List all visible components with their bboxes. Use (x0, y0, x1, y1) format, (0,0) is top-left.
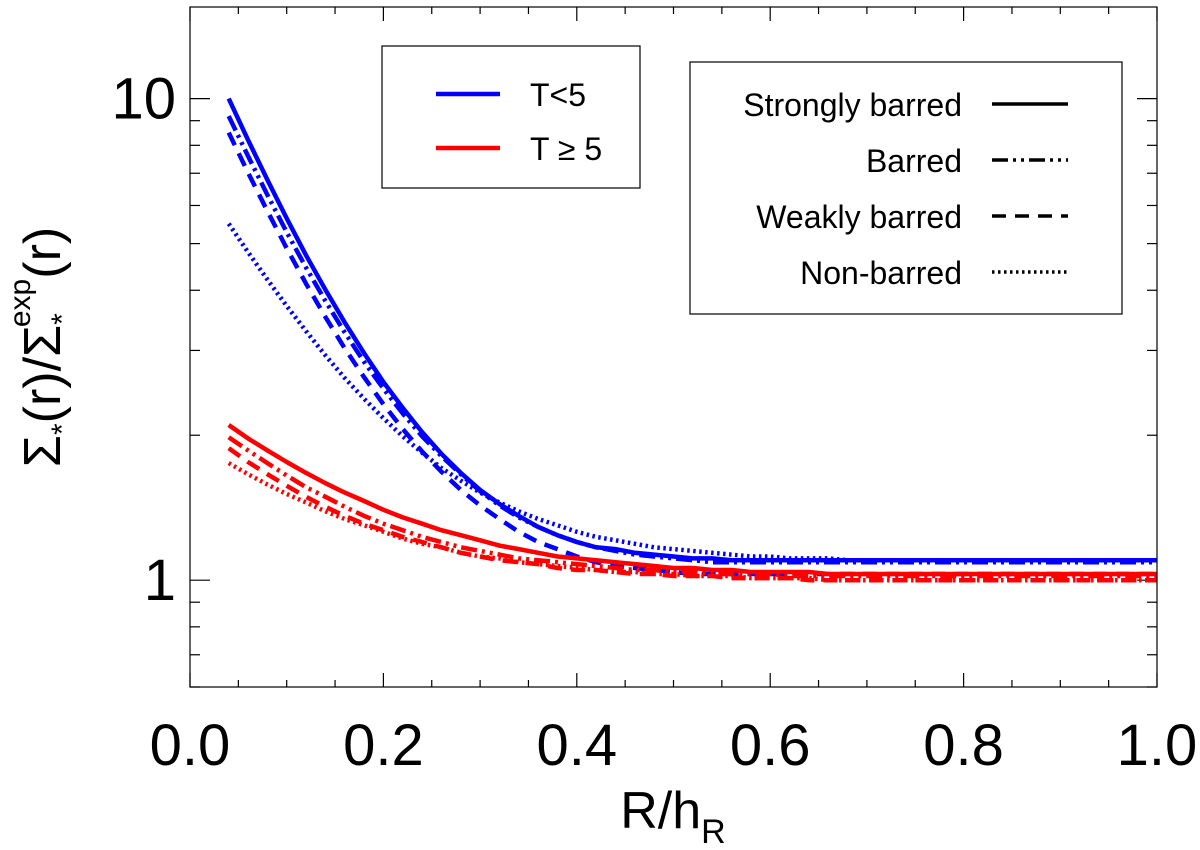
series-line-8 (227, 461, 1157, 583)
y-axis-title: Σ*(r)/Σ*exp(r) (4, 227, 79, 467)
style-legend-label: Non-barred (800, 255, 962, 291)
color-legend-label: T ≥ 5 (530, 131, 602, 167)
series-layer (226, 97, 1157, 583)
x-tick-label: 0.8 (923, 713, 1004, 778)
color-legend-box (381, 45, 641, 189)
style-legend-label: Weakly barred (756, 199, 962, 235)
color-legend-label: T<5 (530, 77, 586, 113)
x-axis-title: R/hR (620, 782, 725, 850)
series-line-2 (226, 115, 1157, 565)
x-tick-label: 0.4 (536, 713, 617, 778)
style-legend: Strongly barred Barred Weakly barred Non-ba… (689, 61, 1123, 315)
x-tick-label: 0.6 (730, 713, 811, 778)
series-line-6 (227, 435, 1157, 579)
y-tick-label: 1 (144, 548, 176, 613)
plot-frame (189, 6, 1158, 688)
series-line-7 (227, 446, 1157, 583)
color-legend: T<5 T ≥ 5 (381, 45, 641, 189)
x-tick-label: 0.0 (150, 713, 231, 778)
series-line-5 (227, 423, 1157, 577)
tick-label-layer: 0.0 0.2 0.4 0.6 0.8 1.0 1 10 (111, 67, 1197, 778)
style-legend-label: Strongly barred (743, 87, 962, 123)
x-tick-label: 1.0 (1117, 713, 1198, 778)
x-tick-label: 0.2 (343, 713, 424, 778)
style-legend-label: Barred (866, 143, 962, 179)
y-tick-label: 10 (111, 67, 176, 132)
tick-layer (189, 7, 1158, 688)
